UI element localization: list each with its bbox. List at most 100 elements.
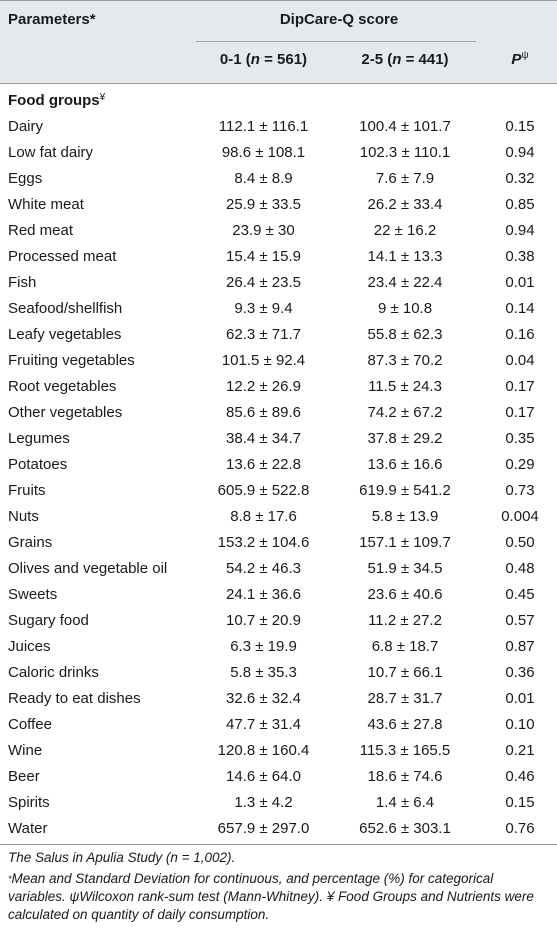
row-low-value: 8.8 ± 17.6 bbox=[230, 508, 297, 525]
section-food-groups: Food groups¥ bbox=[8, 92, 105, 109]
row-low-value: 605.9 ± 522.8 bbox=[217, 482, 310, 499]
row-p-value: 0.14 bbox=[505, 300, 535, 317]
footnote-text: Mean and Standard Deviation for continuo… bbox=[8, 871, 534, 922]
table-row: Sugary food 10.7 ± 20.9 11.2 ± 27.2 0.57 bbox=[0, 608, 557, 634]
col-header-group: DipCare-Q score bbox=[279, 11, 399, 28]
row-low-value: 24.1 ± 36.6 bbox=[226, 586, 301, 603]
row-low-value: 14.6 ± 64.0 bbox=[226, 768, 301, 785]
row-low-value: 5.8 ± 35.3 bbox=[230, 664, 297, 681]
footnote-star: * bbox=[8, 874, 12, 884]
section-mark: ¥ bbox=[99, 92, 106, 103]
row-low-value: 98.6 ± 108.1 bbox=[221, 144, 306, 161]
row-high-value: 10.7 ± 66.1 bbox=[367, 664, 443, 681]
row-p-value: 0.17 bbox=[505, 404, 535, 421]
row-p-value: 0.32 bbox=[505, 170, 535, 187]
footnote-study: The Salus in Apulia Study (n = 1,002). bbox=[8, 850, 236, 865]
table-row: Beer 14.6 ± 64.0 18.6 ± 74.6 0.46 bbox=[0, 764, 557, 790]
row-p-value: 0.29 bbox=[505, 456, 535, 473]
table-row: Low fat dairy 98.6 ± 108.1 102.3 ± 110.1 0.… bbox=[0, 140, 557, 166]
row-p-value: 0.15 bbox=[505, 118, 535, 135]
row-low-value: 38.4 ± 34.7 bbox=[226, 430, 301, 447]
row-p-value: 0.50 bbox=[505, 534, 535, 551]
row-low-value: 153.2 ± 104.6 bbox=[217, 534, 310, 551]
row-low-value: 32.6 ± 32.4 bbox=[226, 690, 301, 707]
row-parameter: Water bbox=[8, 820, 48, 837]
row-p-value: 0.94 bbox=[505, 144, 535, 161]
row-high-value: 37.8 ± 29.2 bbox=[367, 430, 443, 447]
row-parameter: Root vegetables bbox=[8, 378, 117, 395]
table-row: Water 657.9 ± 297.0 652.6 ± 303.1 0.76 bbox=[0, 816, 557, 842]
col-header-low: 0-1 (n = 561) bbox=[196, 51, 331, 68]
row-parameter: Juices bbox=[8, 638, 51, 655]
row-high-value: 51.9 ± 34.5 bbox=[367, 560, 443, 577]
row-low-value: 85.6 ± 89.6 bbox=[226, 404, 301, 421]
row-low-value: 12.2 ± 26.9 bbox=[226, 378, 301, 395]
row-high-value: 18.6 ± 74.6 bbox=[367, 768, 443, 785]
col-low-suffix: = 561) bbox=[259, 51, 308, 68]
row-p-value: 0.01 bbox=[505, 690, 535, 707]
row-p-value: 0.76 bbox=[505, 820, 535, 837]
table-row: Legumes 38.4 ± 34.7 37.8 ± 29.2 0.35 bbox=[0, 426, 557, 452]
row-parameter: Olives and vegetable oil bbox=[8, 560, 168, 577]
col-low-prefix: 0-1 ( bbox=[219, 51, 251, 68]
row-parameter: Low fat dairy bbox=[8, 144, 94, 161]
row-parameter: Fruits bbox=[8, 482, 46, 499]
row-high-value: 1.4 ± 6.4 bbox=[375, 794, 435, 811]
row-parameter: Nuts bbox=[8, 508, 39, 525]
row-parameter: Leafy vegetables bbox=[8, 326, 122, 343]
row-high-value: 55.8 ± 62.3 bbox=[367, 326, 443, 343]
footnote-notes: *Mean and Standard Deviation for continu… bbox=[8, 870, 553, 924]
row-low-value: 25.9 ± 33.5 bbox=[226, 196, 301, 213]
row-high-value: 5.8 ± 13.9 bbox=[371, 508, 439, 525]
row-low-value: 120.8 ± 160.4 bbox=[217, 742, 310, 759]
row-low-value: 26.4 ± 23.5 bbox=[226, 274, 301, 291]
row-parameter: Sugary food bbox=[8, 612, 89, 629]
table-body: Dairy 112.1 ± 116.1 100.4 ± 101.7 0.15 Low f… bbox=[0, 114, 557, 842]
col-header-p: Pψ bbox=[488, 50, 552, 68]
table-row: Seafood/shellfish 9.3 ± 9.4 9 ± 10.8 0.14 bbox=[0, 296, 557, 322]
table-row: Grains 153.2 ± 104.6 157.1 ± 109.7 0.50 bbox=[0, 530, 557, 556]
col-high-suffix: = 441) bbox=[401, 51, 449, 68]
table-row: Red meat 23.9 ± 30 22 ± 16.2 0.94 bbox=[0, 218, 557, 244]
row-high-value: 619.9 ± 541.2 bbox=[359, 482, 451, 499]
row-p-value: 0.87 bbox=[505, 638, 535, 655]
row-parameter: Seafood/shellfish bbox=[8, 300, 123, 317]
row-high-value: 26.2 ± 33.4 bbox=[367, 196, 443, 213]
row-high-value: 23.6 ± 40.6 bbox=[367, 586, 443, 603]
row-p-value: 0.46 bbox=[505, 768, 535, 785]
row-parameter: White meat bbox=[8, 196, 84, 213]
table-row: Coffee 47.7 ± 31.4 43.6 ± 27.8 0.10 bbox=[0, 712, 557, 738]
row-p-value: 0.004 bbox=[501, 508, 539, 525]
table-row: Eggs 8.4 ± 8.9 7.6 ± 7.9 0.32 bbox=[0, 166, 557, 192]
table-row: Root vegetables 12.2 ± 26.9 11.5 ± 24.3 0.1… bbox=[0, 374, 557, 400]
table-row: Leafy vegetables 62.3 ± 71.7 55.8 ± 62.3 0.… bbox=[0, 322, 557, 348]
row-p-value: 0.73 bbox=[505, 482, 535, 499]
row-p-value: 0.15 bbox=[505, 794, 535, 811]
row-parameter: Potatoes bbox=[8, 456, 68, 473]
col-header-parameters: Parameters* bbox=[8, 11, 96, 28]
row-high-value: 87.3 ± 70.2 bbox=[367, 352, 443, 369]
row-parameter: Beer bbox=[8, 768, 40, 785]
table-row: Potatoes 13.6 ± 22.8 13.6 ± 16.6 0.29 bbox=[0, 452, 557, 478]
row-high-value: 28.7 ± 31.7 bbox=[367, 690, 443, 707]
row-high-value: 22 ± 16.2 bbox=[373, 222, 437, 239]
row-high-value: 652.6 ± 303.1 bbox=[359, 820, 451, 837]
row-p-value: 0.48 bbox=[505, 560, 535, 577]
col-header-high: 2-5 (n = 441) bbox=[335, 51, 475, 68]
row-low-value: 1.3 ± 4.2 bbox=[234, 794, 293, 811]
col-p-mark: ψ bbox=[521, 50, 529, 61]
table-row: Ready to eat dishes 32.6 ± 32.4 28.7 ± 31.… bbox=[0, 686, 557, 712]
row-parameter: Sweets bbox=[8, 586, 58, 603]
row-low-value: 101.5 ± 92.4 bbox=[221, 352, 306, 369]
row-high-value: 7.6 ± 7.9 bbox=[375, 170, 435, 187]
table-row: Other vegetables 85.6 ± 89.6 74.2 ± 67.2 0.… bbox=[0, 400, 557, 426]
row-p-value: 0.35 bbox=[505, 430, 535, 447]
table-row: Processed meat 15.4 ± 15.9 14.1 ± 13.3 0.38 bbox=[0, 244, 557, 270]
row-parameter: Legumes bbox=[8, 430, 70, 447]
row-parameter: Wine bbox=[8, 742, 43, 759]
col-high-prefix: 2-5 ( bbox=[361, 51, 393, 68]
row-parameter: Eggs bbox=[8, 170, 43, 187]
row-high-value: 11.2 ± 27.2 bbox=[368, 612, 442, 629]
row-low-value: 54.2 ± 46.3 bbox=[226, 560, 301, 577]
